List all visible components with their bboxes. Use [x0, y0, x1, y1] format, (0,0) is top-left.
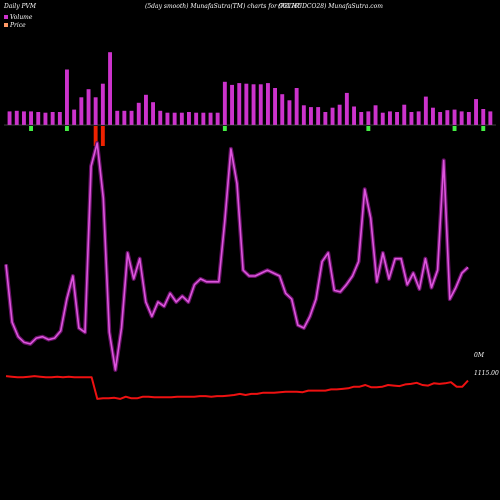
- volume-bar: [144, 94, 148, 125]
- volume-bar: [122, 110, 127, 125]
- volume-bar: [287, 100, 292, 125]
- volume-bar: [93, 97, 98, 126]
- volume-bar: [158, 110, 163, 125]
- volume-bar-negative: [65, 126, 69, 131]
- volume-bar: [395, 112, 399, 125]
- pvm-line: [5, 142, 469, 371]
- volume-bar-negative: [366, 126, 371, 131]
- volume-bar: [201, 112, 206, 125]
- legend-item-volume: Volume: [4, 13, 32, 21]
- volume-bar: [36, 112, 41, 125]
- volume-bar: [108, 52, 112, 126]
- volume-bar: [301, 105, 306, 125]
- volume-bar: [172, 112, 177, 125]
- volume-bar: [409, 112, 414, 125]
- chart-type-label: Daily PVM: [4, 3, 37, 10]
- volume-bar-negative: [93, 126, 98, 146]
- volume-bar: [294, 88, 299, 125]
- volume-bar: [57, 112, 62, 125]
- volume-bar: [151, 102, 155, 125]
- volume-bar: [416, 111, 421, 125]
- volume-bar: [488, 111, 493, 125]
- volume-bar: [344, 92, 349, 125]
- volume-bar: [380, 112, 385, 125]
- volume-bar: [466, 112, 471, 125]
- volume-bar: [215, 112, 220, 125]
- legend-swatch-volume: [4, 15, 8, 19]
- volume-bar: [22, 111, 26, 125]
- volume-bar: [445, 110, 450, 125]
- volume-bar: [100, 83, 105, 125]
- volume-bar: [86, 89, 91, 125]
- volume-bar: [330, 107, 335, 125]
- volume-bar: [402, 104, 407, 126]
- volume-bar: [352, 106, 356, 125]
- volume-bar: [266, 83, 270, 125]
- volume-bar: [14, 110, 19, 125]
- volume-bar-negative: [452, 126, 457, 131]
- volume-bar-negative: [222, 126, 227, 131]
- volume-bar: [309, 107, 313, 125]
- volume-bar: [208, 112, 213, 125]
- volume-bar: [337, 104, 342, 126]
- volume-bar: [452, 109, 457, 125]
- volume-bar: [366, 111, 371, 125]
- pvm-line-glow: [4, 141, 470, 372]
- volume-bar: [359, 112, 364, 125]
- volume-bar: [194, 112, 199, 125]
- volume-bar: [373, 105, 378, 125]
- source-label: (731HUDCO28) MunafaSutra.com: [278, 3, 383, 10]
- volume-bar: [481, 109, 486, 125]
- volume-bar: [237, 83, 242, 125]
- volume-bar: [43, 112, 48, 125]
- legend-item-price: Price: [4, 21, 32, 29]
- volume-bar: [136, 102, 141, 125]
- volume-end-label: 0M: [474, 352, 485, 359]
- legend-label-price: Price: [10, 21, 26, 29]
- price-end-label: 1115.00: [474, 370, 499, 377]
- legend-label-volume: Volume: [10, 13, 33, 21]
- volume-bars: [7, 52, 493, 146]
- volume-bar-negative: [481, 126, 486, 131]
- volume-bar: [244, 83, 249, 125]
- volume-bar: [79, 97, 84, 126]
- volume-bar: [431, 107, 435, 125]
- volume-bar: [165, 112, 170, 125]
- volume-bar: [115, 110, 120, 125]
- price-line: [5, 375, 469, 400]
- volume-bar: [50, 112, 55, 125]
- volume-bar: [187, 112, 191, 125]
- volume-bar: [438, 112, 443, 125]
- volume-bar: [222, 81, 227, 125]
- chart-legend: Volume Price: [4, 13, 32, 29]
- volume-bar: [179, 112, 184, 125]
- volume-bar: [7, 111, 12, 125]
- volume-bar: [258, 84, 263, 125]
- volume-bar: [230, 84, 234, 125]
- volume-bar-negative: [29, 126, 33, 131]
- volume-bar: [388, 111, 392, 125]
- volume-bar: [72, 109, 77, 125]
- volume-bar-negative: [100, 126, 105, 146]
- chart-lines: [4, 141, 470, 400]
- volume-bar: [316, 107, 321, 125]
- legend-swatch-price: [4, 23, 8, 27]
- volume-bar: [474, 99, 478, 125]
- volume-bar: [251, 84, 256, 125]
- chart-title: (5day smooth) MunafaSutra(TM) charts for…: [145, 3, 302, 10]
- volume-bar: [129, 110, 134, 125]
- volume-bar: [459, 111, 464, 125]
- volume-bar: [65, 69, 69, 125]
- volume-bar: [280, 94, 285, 125]
- volume-bar: [423, 96, 428, 125]
- volume-bar: [323, 112, 328, 125]
- chart-header: Daily PVM (5day smooth) MunafaSutra(TM) …: [0, 0, 500, 14]
- volume-bar: [29, 111, 33, 125]
- volume-bar: [273, 88, 277, 125]
